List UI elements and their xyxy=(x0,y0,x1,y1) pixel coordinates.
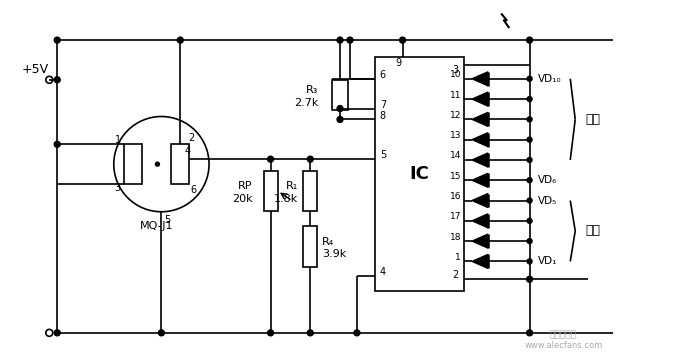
Text: 绿色: 绿色 xyxy=(585,225,600,237)
Circle shape xyxy=(55,77,60,83)
Circle shape xyxy=(337,37,343,43)
Circle shape xyxy=(527,198,532,203)
Text: 3: 3 xyxy=(452,65,458,75)
Text: 1: 1 xyxy=(455,253,461,262)
Circle shape xyxy=(337,116,343,122)
Text: VD₆: VD₆ xyxy=(538,175,557,185)
Text: VD₁₀: VD₁₀ xyxy=(538,74,561,84)
Text: RP: RP xyxy=(238,181,253,191)
Polygon shape xyxy=(472,173,488,187)
Text: 3: 3 xyxy=(115,183,121,193)
Text: 10: 10 xyxy=(450,70,461,79)
Circle shape xyxy=(307,330,313,336)
Text: 13: 13 xyxy=(450,131,461,140)
Circle shape xyxy=(268,156,273,162)
Text: 2: 2 xyxy=(188,133,195,143)
Text: 3.9k: 3.9k xyxy=(322,249,346,260)
Text: 电子发烧网: 电子发烧网 xyxy=(550,330,577,339)
Text: 4: 4 xyxy=(380,267,386,277)
Circle shape xyxy=(55,37,60,43)
Text: 11: 11 xyxy=(450,91,461,100)
Circle shape xyxy=(55,141,60,147)
Bar xyxy=(171,144,189,184)
Circle shape xyxy=(354,330,360,336)
Polygon shape xyxy=(472,153,488,167)
Polygon shape xyxy=(472,234,488,248)
Text: 2: 2 xyxy=(452,270,458,280)
Text: 12: 12 xyxy=(450,111,461,120)
Circle shape xyxy=(527,178,532,183)
Bar xyxy=(375,57,464,291)
Text: R₄: R₄ xyxy=(322,237,335,246)
Circle shape xyxy=(527,158,532,162)
Circle shape xyxy=(55,330,60,336)
Circle shape xyxy=(526,330,533,336)
Polygon shape xyxy=(472,254,488,268)
Text: 15: 15 xyxy=(450,172,461,181)
Bar xyxy=(304,171,317,211)
Text: IC: IC xyxy=(409,165,429,183)
Circle shape xyxy=(527,239,532,244)
Text: 1.8k: 1.8k xyxy=(274,194,298,204)
Circle shape xyxy=(347,37,353,43)
Circle shape xyxy=(159,330,164,336)
Text: 7: 7 xyxy=(380,100,386,110)
Circle shape xyxy=(527,259,532,264)
Polygon shape xyxy=(472,214,488,228)
Text: 8: 8 xyxy=(380,111,386,120)
Text: 5: 5 xyxy=(380,150,386,160)
Circle shape xyxy=(527,218,532,223)
Text: R₃: R₃ xyxy=(306,85,318,95)
Text: 17: 17 xyxy=(450,212,461,221)
Text: 1: 1 xyxy=(115,135,121,145)
Text: 6: 6 xyxy=(380,70,386,80)
Text: +5V: +5V xyxy=(22,63,49,76)
Text: 5: 5 xyxy=(164,215,170,225)
Text: 2.7k: 2.7k xyxy=(294,98,318,108)
Circle shape xyxy=(527,137,532,142)
Circle shape xyxy=(177,37,184,43)
Bar xyxy=(124,144,141,184)
Circle shape xyxy=(526,276,533,282)
Circle shape xyxy=(155,162,159,166)
Circle shape xyxy=(307,156,313,162)
Text: VD₅: VD₅ xyxy=(538,195,557,206)
Text: 14: 14 xyxy=(450,151,461,161)
Polygon shape xyxy=(472,133,488,147)
Bar xyxy=(332,80,348,110)
Circle shape xyxy=(527,96,532,102)
Text: VD₁: VD₁ xyxy=(538,256,557,266)
Text: 红色: 红色 xyxy=(585,113,600,126)
Polygon shape xyxy=(472,92,488,106)
Text: MQ-J1: MQ-J1 xyxy=(139,221,173,231)
Polygon shape xyxy=(472,112,488,126)
Text: 20k: 20k xyxy=(232,194,253,204)
Polygon shape xyxy=(472,72,488,86)
Text: 9: 9 xyxy=(395,58,402,68)
Polygon shape xyxy=(472,194,488,207)
Text: www.alecfans.com: www.alecfans.com xyxy=(524,341,602,350)
Circle shape xyxy=(337,106,343,111)
Circle shape xyxy=(527,76,532,81)
Text: 4: 4 xyxy=(184,146,190,156)
Circle shape xyxy=(268,330,273,336)
Text: 18: 18 xyxy=(450,233,461,242)
Text: R₁: R₁ xyxy=(286,181,298,191)
Circle shape xyxy=(400,37,406,43)
Bar xyxy=(264,171,277,211)
Text: 16: 16 xyxy=(450,192,461,201)
Circle shape xyxy=(527,117,532,122)
Bar xyxy=(304,226,317,267)
Circle shape xyxy=(526,37,533,43)
Text: 6: 6 xyxy=(190,185,196,195)
